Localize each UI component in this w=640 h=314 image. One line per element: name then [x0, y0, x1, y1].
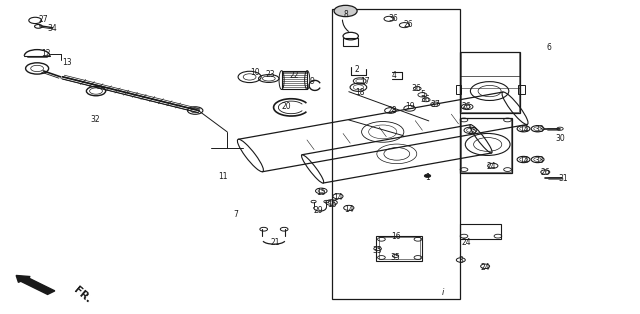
- Bar: [518, 85, 525, 94]
- Text: 36: 36: [411, 84, 421, 93]
- FancyArrow shape: [16, 275, 55, 295]
- Text: 32: 32: [90, 116, 100, 124]
- Bar: [461, 118, 511, 172]
- Text: 31: 31: [558, 174, 568, 183]
- Text: 14: 14: [518, 156, 529, 165]
- Text: 14: 14: [344, 205, 354, 214]
- Text: 35: 35: [390, 253, 401, 262]
- Text: 15: 15: [316, 188, 326, 197]
- Text: 36: 36: [388, 14, 399, 23]
- Text: 20: 20: [282, 102, 292, 111]
- Circle shape: [334, 5, 357, 17]
- Bar: [376, 236, 422, 261]
- Bar: [461, 52, 519, 112]
- Bar: [343, 38, 358, 46]
- Text: 19: 19: [404, 102, 415, 111]
- Bar: [282, 71, 307, 89]
- Text: 29: 29: [314, 206, 324, 215]
- Text: 6: 6: [547, 43, 552, 52]
- Text: 1: 1: [425, 173, 430, 182]
- Text: 5: 5: [420, 90, 425, 99]
- Text: 9: 9: [310, 77, 315, 86]
- Text: 12: 12: [42, 49, 51, 58]
- Text: 24: 24: [486, 162, 497, 171]
- Text: 22: 22: [290, 72, 299, 80]
- Bar: [332, 9, 460, 299]
- Text: 17: 17: [360, 77, 370, 86]
- Text: 16: 16: [390, 232, 401, 241]
- Text: 25: 25: [467, 127, 477, 136]
- Bar: [460, 52, 520, 113]
- Bar: [460, 224, 501, 239]
- Text: 7: 7: [233, 210, 238, 219]
- Text: 8: 8: [343, 10, 348, 19]
- Text: 15: 15: [326, 200, 337, 209]
- Text: FR.: FR.: [72, 285, 93, 305]
- Text: 33: 33: [534, 125, 544, 134]
- Text: 24: 24: [461, 238, 471, 247]
- Text: 33: 33: [534, 156, 544, 165]
- Text: 30: 30: [555, 134, 565, 143]
- Text: 10: 10: [250, 68, 260, 77]
- Text: 3: 3: [458, 256, 463, 265]
- Text: 26: 26: [540, 168, 550, 177]
- Text: i: i: [442, 288, 444, 297]
- Circle shape: [424, 174, 431, 177]
- Text: 28: 28: [388, 106, 397, 115]
- Text: 34: 34: [47, 24, 58, 33]
- Text: 37: 37: [430, 100, 440, 109]
- Text: 36: 36: [420, 95, 431, 104]
- Bar: [456, 85, 461, 94]
- Text: 4: 4: [391, 71, 396, 80]
- Text: 27: 27: [38, 15, 49, 24]
- Text: 26: 26: [403, 20, 413, 29]
- Text: 18: 18: [355, 88, 364, 97]
- Text: 11: 11: [218, 172, 227, 181]
- Text: 14: 14: [518, 125, 529, 134]
- Text: 2: 2: [355, 65, 360, 74]
- Text: 14: 14: [333, 193, 343, 202]
- Text: 24: 24: [480, 263, 490, 272]
- Text: 23: 23: [266, 70, 276, 79]
- Text: 35: 35: [372, 246, 383, 255]
- Bar: [460, 118, 512, 173]
- Bar: [379, 237, 420, 259]
- Text: 21: 21: [271, 238, 280, 247]
- Text: 13: 13: [62, 58, 72, 67]
- Text: 26: 26: [461, 102, 471, 111]
